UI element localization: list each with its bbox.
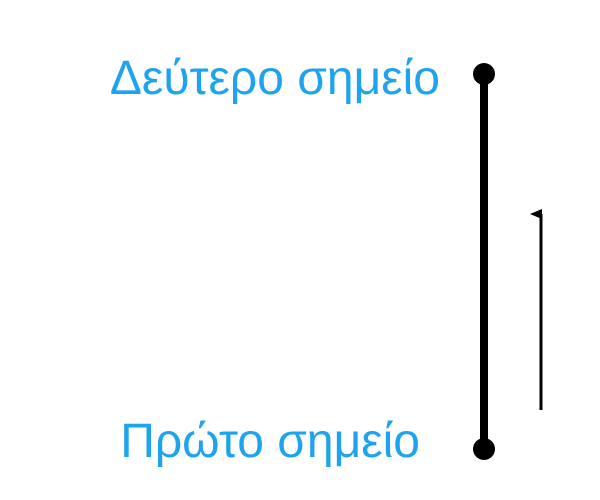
first-point-dot	[473, 438, 495, 460]
second-point-dot	[473, 63, 495, 85]
first-point-label: Πρώτο σημείο	[120, 415, 420, 468]
second-point-label: Δεύτερο σημείο	[110, 52, 440, 105]
